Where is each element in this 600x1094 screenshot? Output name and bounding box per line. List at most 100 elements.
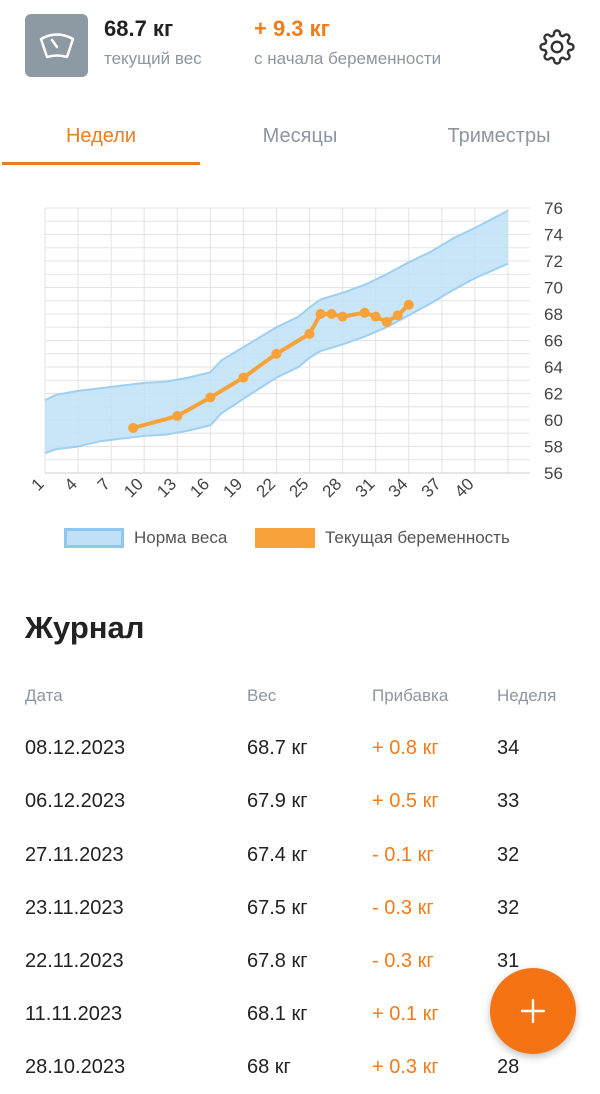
y-tick-label: 68 [544,305,563,324]
row-week: 34 [497,737,520,759]
column-header-date: Дата [25,686,63,705]
table-row[interactable]: 06.12.2023 67.9 кг + 0.5 кг 33 [0,775,600,828]
row-weight: 67.9 кг [247,790,308,812]
row-weight: 68 кг [247,1056,291,1078]
column-header-gain: Прибавка [372,686,449,705]
row-gain: + 0.3 кг [372,1056,439,1078]
row-weight: 68.1 кг [247,1003,308,1025]
current-weight-point [392,310,403,321]
row-date: 23.11.2023 [25,897,124,919]
x-tick-label: 22 [252,474,279,501]
current-weight-point [304,328,315,339]
current-weight-point [271,348,282,359]
plus-icon [520,998,546,1024]
current-weight-point [403,299,414,310]
row-gain: - 0.3 кг [372,950,434,972]
x-tick-label: 10 [120,474,147,501]
column-header-weight: Вес [247,686,277,705]
scale-icon[interactable] [25,14,88,77]
x-tick-label: 1 [28,474,48,494]
total-gain-value: + 9.3 кг [254,16,330,41]
x-tick-label: 13 [153,474,180,501]
table-row[interactable]: 23.11.2023 67.5 кг - 0.3 кг 32 [0,882,600,935]
x-tick-label: 37 [418,474,445,501]
current-weight-label: текущий вес [104,49,202,68]
current-weight-point [370,311,381,322]
x-tick-label: 28 [319,474,346,501]
legend-item-norm: Норма веса [64,524,227,552]
table-row[interactable]: 22.11.2023 67.8 кг - 0.3 кг 31 [0,935,600,988]
header: 68.7 кг текущий вес + 9.3 кг с начала бе… [0,0,600,100]
row-date: 27.11.2023 [25,844,124,866]
current-weight-value: 68.7 кг [104,16,174,41]
y-tick-label: 56 [544,464,563,483]
legend-label-current: Текущая беременность [325,528,510,547]
row-date: 08.12.2023 [25,737,126,759]
current-weight-point [381,316,392,327]
current-weight-point [128,422,139,433]
period-tabs: Недели Месяцы Триместры [0,108,600,166]
y-tick-label: 62 [544,385,563,404]
row-gain: + 0.5 кг [372,790,439,812]
x-tick-label: 4 [61,474,81,494]
row-week: 31 [497,950,520,972]
tab-weeks[interactable]: Недели [65,124,137,147]
row-gain: + 0.8 кг [372,737,439,759]
row-week: 33 [497,790,520,812]
y-tick-label: 76 [544,199,563,218]
tab-months[interactable]: Месяцы [262,124,338,147]
journal-header: Дата Вес Прибавка Неделя [0,686,600,708]
weight-chart-svg: 56 58 60 62 64 66 68 70 72 74 76 1 4 7 10 13 16 19 22 25 28… [28,199,563,501]
current-weight-point [337,311,348,322]
table-row[interactable]: 28.10.2023 68 кг + 0.3 кг 28 [0,1041,600,1094]
row-week: 32 [497,844,520,866]
legend-label-norm: Норма веса [134,528,228,547]
row-gain: - 0.1 кг [372,844,434,866]
tab-trimesters[interactable]: Триместры [447,124,551,147]
row-weight: 67.8 кг [247,950,308,972]
row-date: 28.10.2023 [25,1056,126,1078]
x-tick-label: 34 [385,474,412,501]
row-gain: + 0.1 кг [372,1003,439,1025]
y-tick-label: 66 [544,332,563,351]
column-header-week: Неделя [497,686,557,705]
legend-item-current: Текущая беременность [255,524,510,552]
y-tick-label: 58 [544,438,563,457]
x-tick-label: 40 [451,474,478,501]
row-date: 11.11.2023 [25,1003,123,1025]
y-tick-label: 60 [544,411,563,430]
add-weight-button[interactable] [490,968,576,1054]
norm-band [45,210,508,454]
legend-swatch-norm [64,528,124,548]
y-tick-label: 70 [544,279,563,298]
row-week: 28 [497,1056,520,1078]
norm-band-upper [44,209,509,402]
chart-legend: Норма веса Текущая беременность [60,524,580,552]
x-tick-label: 25 [286,474,313,501]
row-gain: - 0.3 кг [372,897,434,919]
gear-icon [539,29,575,65]
x-tick-label: 19 [219,474,246,501]
table-row[interactable]: 27.11.2023 67.4 кг - 0.1 кг 32 [0,829,600,882]
settings-button[interactable] [538,28,576,66]
tab-indicator [2,162,200,165]
current-weight-point [315,309,326,319]
current-weight-point [359,307,370,318]
total-gain-label: с начала беременности [254,49,442,68]
weight-chart: 56 58 60 62 64 66 68 70 72 74 76 1 4 7 10 13 16 19 22 25 28… [0,190,600,520]
x-tick-label: 7 [94,474,114,494]
row-week: 32 [497,897,520,919]
x-tick-label: 31 [352,474,379,501]
current-weight-point [172,411,183,422]
y-tick-label: 74 [544,226,563,245]
norm-band-lower [44,262,509,455]
y-tick-label: 64 [544,358,563,377]
row-date: 06.12.2023 [25,790,126,812]
row-date: 22.11.2023 [25,950,124,972]
current-weight-point [326,309,337,319]
row-weight: 67.4 кг [247,844,308,866]
row-weight: 67.5 кг [247,897,308,919]
current-weight-point [205,392,216,403]
y-tick-label: 72 [544,252,563,271]
table-row[interactable]: 08.12.2023 68.7 кг + 0.8 кг 34 [0,722,600,775]
